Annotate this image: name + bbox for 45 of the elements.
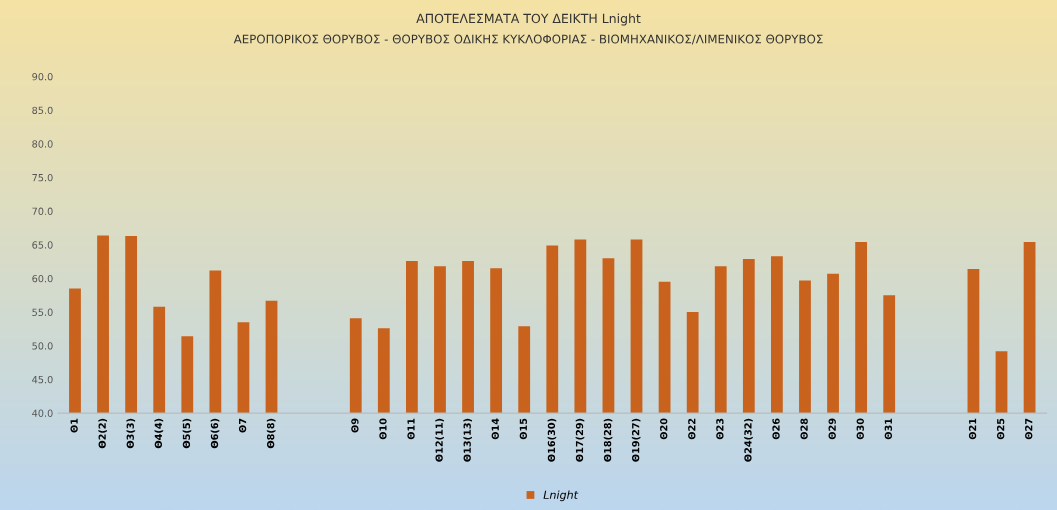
y-tick-label: 45.0 <box>32 375 53 384</box>
x-tick-label: Θ30 <box>856 418 864 440</box>
y-tick-label: 40.0 <box>32 409 53 417</box>
chart-subtitle: ΑΕΡΟΠΟΡΙΚΟΣ ΘΟΡΥΒΟΣ - ΘΟΡΥΒΟΣ ΟΔΙΚΗΣ ΚΥΚΛΟΦΟΡΙΑΣ - ΒΙΟΜΗΧΑΝΙΚΟΣ/ΛΙΜΕΝΙΚΟΣ ΘΟΡΥΒΟΣ <box>233 34 823 45</box>
x-tick-label: Θ7 <box>238 418 247 433</box>
y-tick-label: 50.0 <box>32 342 53 350</box>
x-tick-label: Θ11 <box>407 418 415 440</box>
y-tick-label: 80.0 <box>32 140 53 148</box>
x-tick-label: Θ2(2) <box>98 418 108 449</box>
legend-label: Lnight <box>543 490 579 502</box>
y-tick-label: 70.0 <box>32 207 53 215</box>
x-tick-label: Θ5(5) <box>182 418 192 449</box>
x-tick-label: Θ16(30) <box>547 418 557 462</box>
x-tick-label: Θ22 <box>688 418 696 440</box>
x-tick-label: Θ1 <box>70 418 78 433</box>
x-tick-label: Θ14 <box>491 418 499 440</box>
x-tick-label: Θ13(13) <box>463 418 473 462</box>
x-tick-label: Θ17(29) <box>575 418 585 462</box>
x-tick-label: Θ3(3) <box>126 418 136 449</box>
chart-title: ΑΠΟΤΕΛΕΣΜΑΤΑ ΤΟΥ ΔΕΙΚΤΗ Lnight <box>416 13 641 26</box>
y-tick-label: 90.0 <box>32 72 53 81</box>
y-tick-label: 60.0 <box>32 274 53 283</box>
x-tick-label: Θ28 <box>800 418 808 440</box>
y-tick-label: 65.0 <box>32 241 53 249</box>
x-tick-label: Θ4(4) <box>154 418 164 449</box>
y-tick-label: 75.0 <box>32 173 53 182</box>
x-tick-label: Θ8(8) <box>266 418 276 449</box>
x-tick-label: Θ23 <box>716 418 724 440</box>
x-tick-label: Θ24(32) <box>744 418 753 462</box>
x-tick-label: Θ21 <box>968 418 977 440</box>
x-tick-label: Θ31 <box>884 418 893 440</box>
y-tick-label: 55.0 <box>32 308 53 316</box>
x-tick-label: Θ9 <box>351 418 359 433</box>
x-tick-label: Θ15 <box>519 418 528 440</box>
x-tick-label: Θ10 <box>379 418 387 440</box>
x-tick-label: Θ20 <box>660 418 668 440</box>
x-tick-label: Θ6(6) <box>210 418 220 449</box>
x-tick-label: Θ19(27) <box>631 418 641 462</box>
y-tick-label: 85.0 <box>32 106 53 114</box>
x-tick-label: Θ12(11) <box>435 418 444 462</box>
x-tick-label: Θ29 <box>828 418 836 440</box>
x-tick-label: Θ27 <box>1025 418 1033 440</box>
x-tick-label: Θ26 <box>772 418 780 440</box>
x-tick-label: Θ18(28) <box>603 418 613 462</box>
x-tick-label: Θ25 <box>996 418 1005 440</box>
